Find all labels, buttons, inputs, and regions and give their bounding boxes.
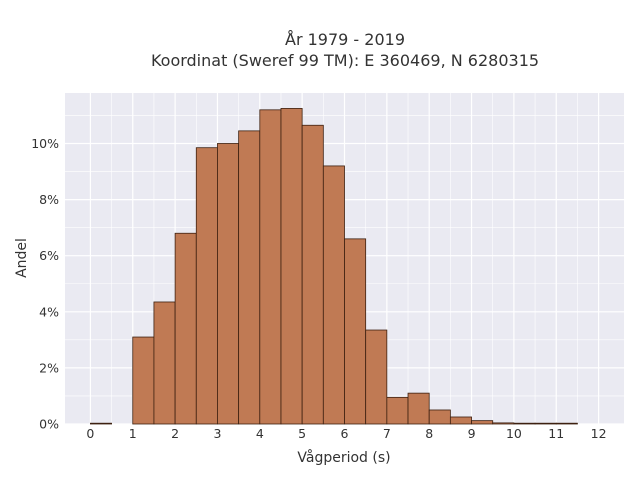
histogram-bar xyxy=(407,392,430,425)
x-tick-label: 10 xyxy=(506,426,522,441)
histogram-bar xyxy=(492,422,515,425)
x-axis-title: Vågperiod (s) xyxy=(297,449,390,466)
x-tick-label: 9 xyxy=(468,426,476,441)
x-tick-label: 7 xyxy=(383,426,391,441)
y-tick-label: 0% xyxy=(39,417,59,432)
histogram-bar xyxy=(259,109,282,425)
histogram-bar xyxy=(386,396,409,425)
y-tick-label: 4% xyxy=(39,304,59,319)
y-tick-label: 6% xyxy=(39,248,59,263)
histogram-bar xyxy=(90,422,112,425)
y-tick-label: 8% xyxy=(39,192,59,207)
histogram-bar xyxy=(301,124,324,425)
histogram-bar xyxy=(174,232,197,425)
y-tick-labels: 0% 2% 4% 6% 8% 10% xyxy=(31,136,59,432)
histogram-bar xyxy=(344,238,367,425)
x-tick-label: 11 xyxy=(548,426,564,441)
histogram-bar xyxy=(238,130,261,425)
histogram-bar xyxy=(132,336,155,425)
x-tick-label: 1 xyxy=(129,426,137,441)
x-tick-label: 0 xyxy=(86,426,94,441)
histogram-bar xyxy=(471,420,494,425)
histogram-bar xyxy=(534,422,557,425)
x-tick-labels: 0 1 2 3 4 5 6 7 8 9 10 11 12 xyxy=(86,426,606,441)
y-tick-label: 2% xyxy=(39,360,59,375)
x-tick-label: 6 xyxy=(341,426,349,441)
histogram-bar xyxy=(195,147,218,425)
y-axis-title: Andel xyxy=(14,238,30,278)
histogram-bar xyxy=(365,329,388,425)
histogram-bars xyxy=(90,108,578,425)
x-tick-label: 12 xyxy=(591,426,607,441)
x-tick-label: 4 xyxy=(256,426,264,441)
x-tick-label: 5 xyxy=(298,426,306,441)
chart-title-line-2: Koordinat (Sweref 99 TM): E 360469, N 62… xyxy=(151,51,539,70)
histogram-bar xyxy=(449,416,472,425)
histogram-bar xyxy=(513,422,536,425)
x-tick-label: 8 xyxy=(425,426,433,441)
histogram-bar xyxy=(322,165,345,425)
histogram-bar xyxy=(280,108,303,425)
chart-title-line-1: År 1979 - 2019 xyxy=(285,30,405,49)
histogram-bar xyxy=(217,143,240,425)
histogram-bar xyxy=(153,301,176,425)
x-tick-label: 3 xyxy=(213,426,221,441)
x-tick-label: 2 xyxy=(171,426,179,441)
y-tick-label: 10% xyxy=(31,136,59,151)
histogram-bar xyxy=(555,422,578,425)
histogram-bar xyxy=(428,409,451,425)
